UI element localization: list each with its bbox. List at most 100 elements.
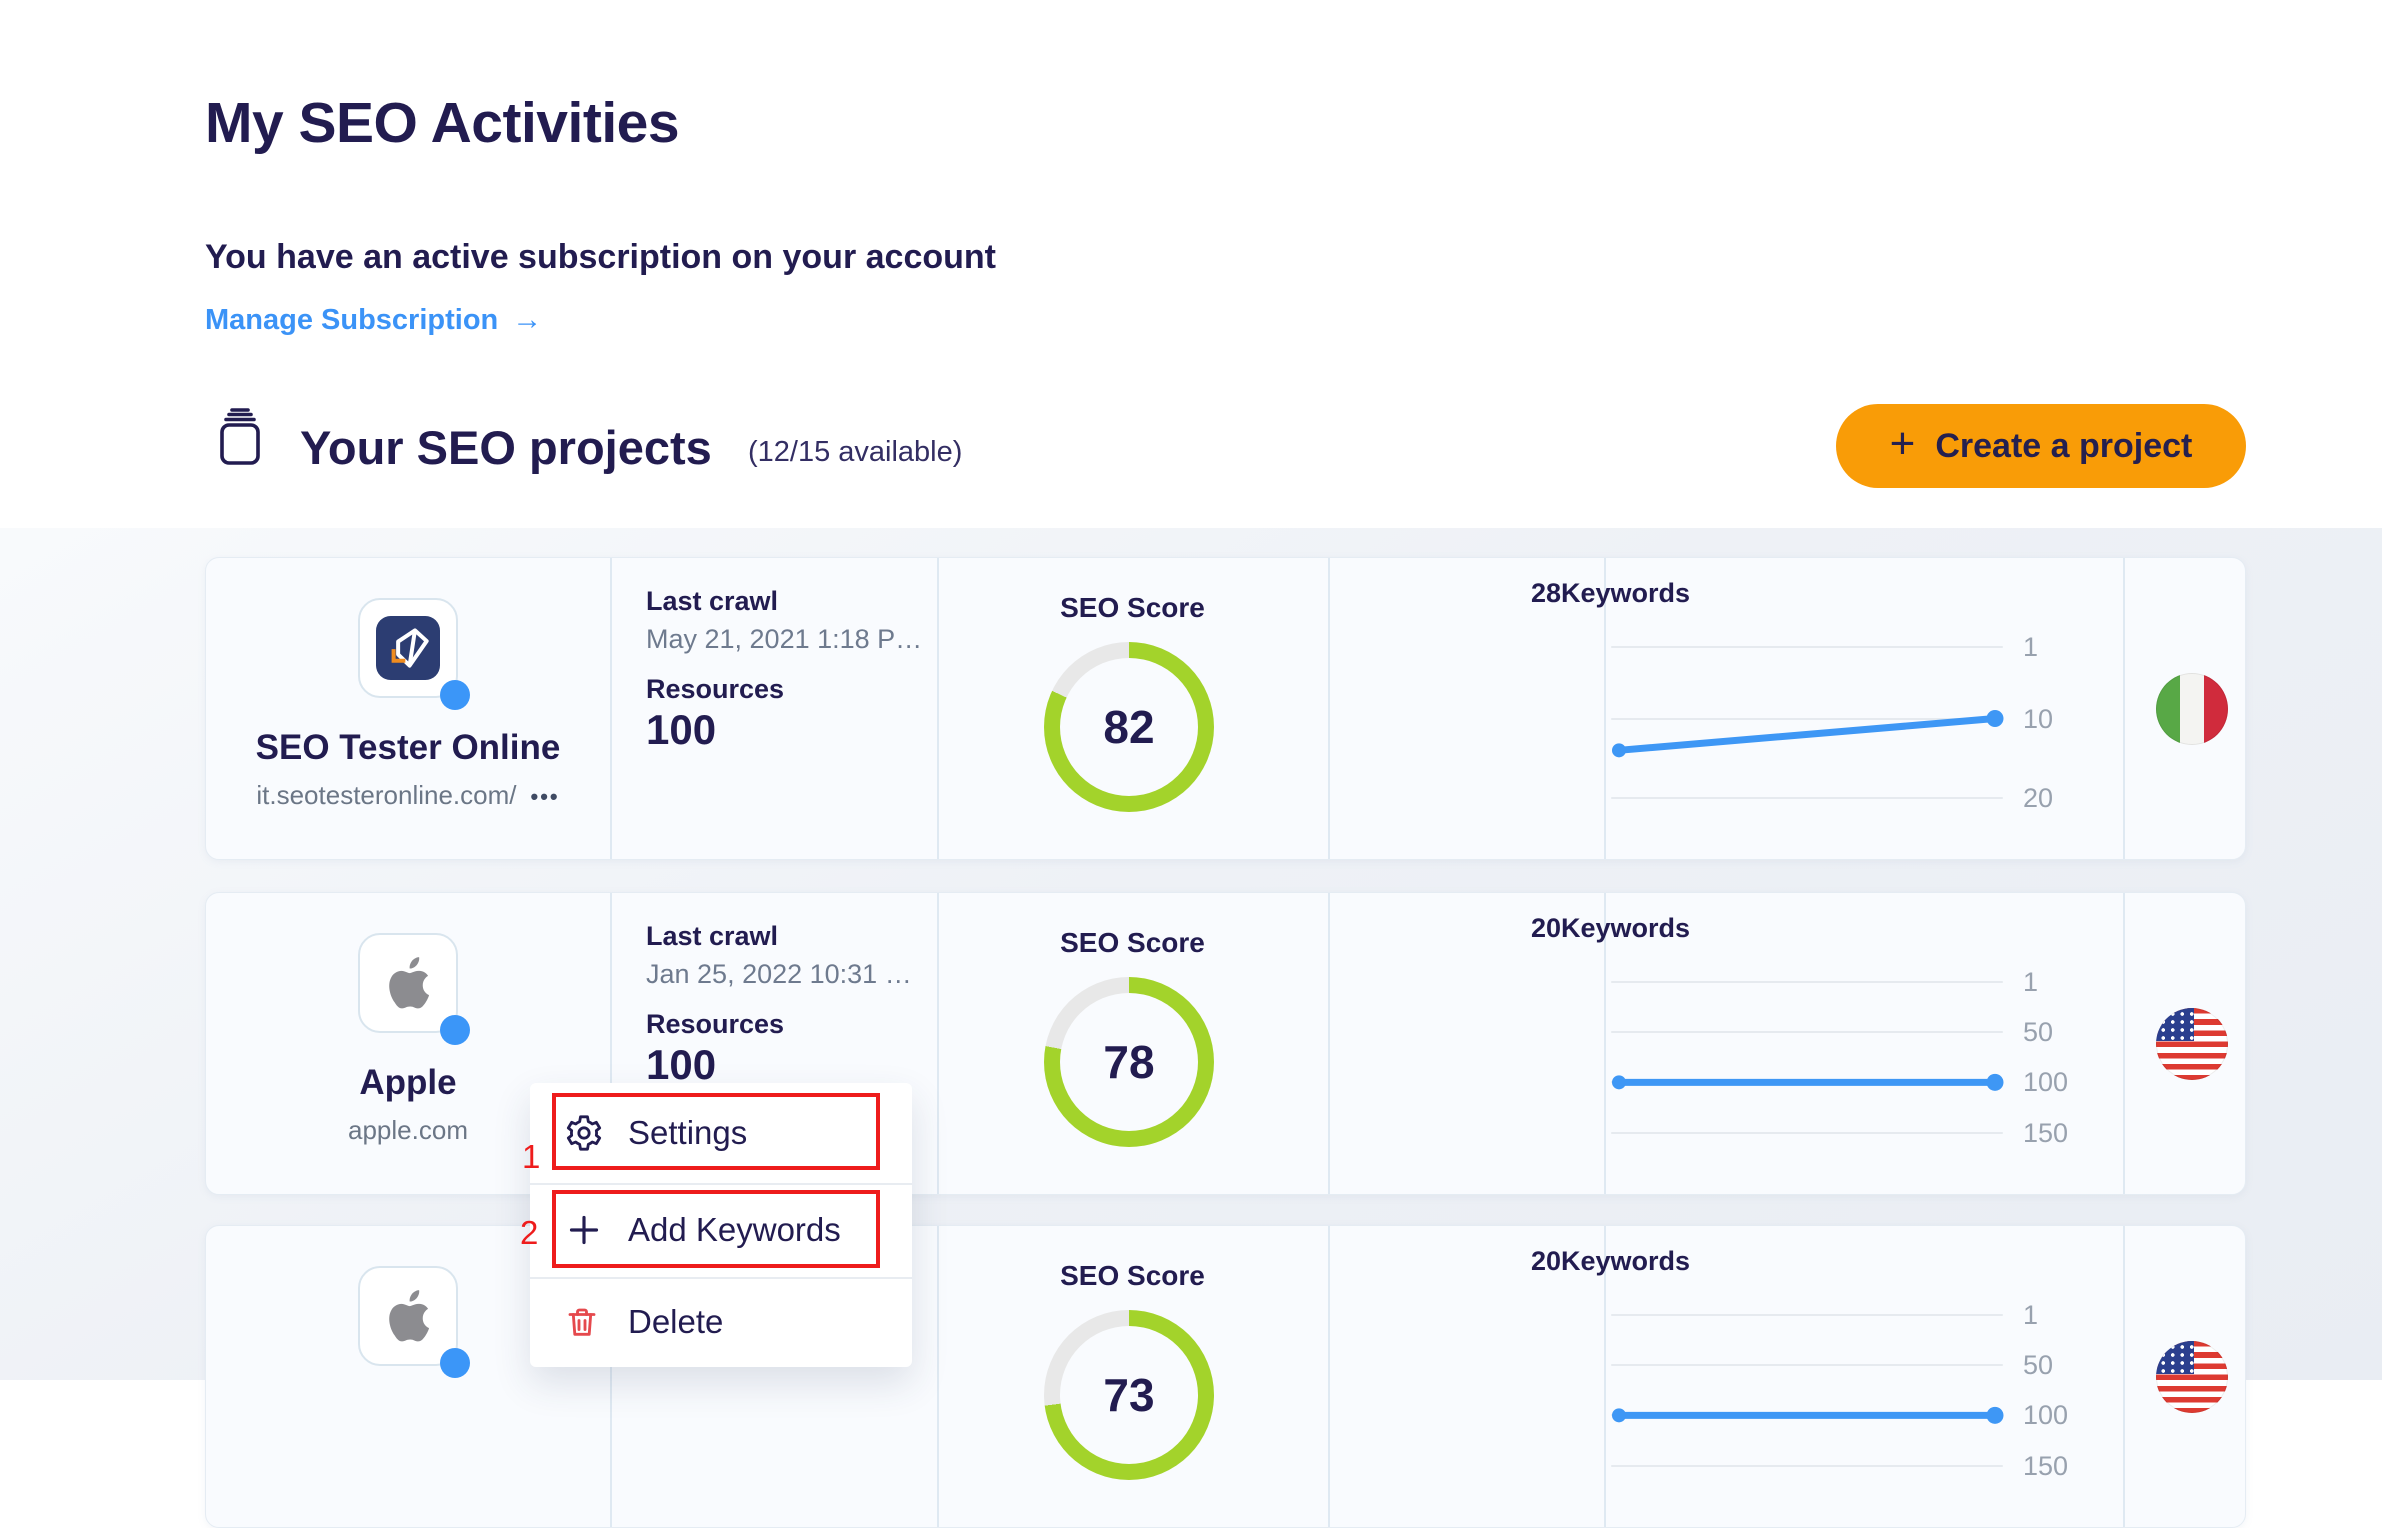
chart-tick-label: 1 — [2023, 1300, 2039, 1330]
flag-usa-icon — [2156, 1008, 2228, 1080]
divider — [1328, 558, 1330, 859]
resources-label: Resources — [646, 1009, 785, 1039]
chart-tick-label: 100 — [2023, 1067, 2069, 1098]
plus-icon: + — [1889, 419, 1916, 468]
apple-logo — [358, 933, 470, 1045]
divider — [530, 1277, 912, 1279]
chart-tick-label: 1 — [2023, 967, 2039, 997]
menu-item-add-keywords[interactable]: Add Keywords — [530, 1183, 912, 1277]
more-dots-button[interactable]: ••• — [530, 784, 560, 809]
annotation-box-add-keywords — [552, 1190, 880, 1268]
manage-subscription-label: Manage Subscription — [205, 303, 499, 336]
flag-usa-icon — [2156, 1341, 2228, 1413]
divider — [2123, 1226, 2125, 1527]
menu-item-settings[interactable]: Settings — [530, 1083, 912, 1183]
keywords-value: 20 — [1530, 913, 1561, 943]
seo-score-label: SEO Score — [1060, 927, 1205, 958]
chart-gridline — [1611, 1030, 2003, 1033]
gear-icon — [564, 1113, 604, 1153]
seo-score-donut: 78 — [1044, 977, 1214, 1147]
chart-tick-label: 150 — [2023, 1451, 2069, 1481]
divider — [530, 1183, 912, 1185]
annotation-box-settings — [552, 1093, 880, 1170]
chart-tick-label: 50 — [2023, 1016, 2054, 1047]
last-crawl-label: Last crawl — [646, 921, 779, 951]
seo-score-value: 82 — [1103, 701, 1155, 753]
resources-value: 100 — [646, 706, 717, 753]
divider — [610, 1226, 612, 1527]
apple-logo — [358, 1266, 470, 1378]
chart-gridline — [1611, 1132, 2003, 1134]
chart-tick-label: 150 — [2023, 1118, 2069, 1148]
project-url-text: it.seotesteronline.com/ — [256, 780, 517, 810]
keywords-label: Keywords — [1561, 578, 1691, 608]
keywords-value: 20 — [1530, 1246, 1561, 1276]
projects-section-title: Your SEO projects — [300, 421, 712, 474]
project-url-text: apple.com — [348, 1115, 468, 1145]
annotation-number-2: 2 — [520, 1214, 539, 1251]
projects-availability: (12/15 available) — [748, 436, 963, 468]
project-url: it.seotesteronline.com/ ••• — [206, 780, 610, 811]
page-title: My SEO Activities — [205, 91, 680, 155]
status-dot — [440, 680, 470, 710]
project-name: Apple — [359, 1063, 457, 1102]
rank-chart: 1 10 20 — [1611, 632, 2111, 813]
divider — [937, 1226, 939, 1527]
last-crawl-value: May 21, 2021 1:18 P… — [646, 624, 923, 654]
seo-score-value: 78 — [1103, 1036, 1155, 1088]
resources-value: 100 — [646, 1041, 717, 1088]
flag-italy-icon — [2156, 673, 2228, 745]
project-card-apple-2[interactable]: Last crawl Resources SEO Score 73 Keywor… — [205, 1225, 2246, 1528]
last-crawl-label: Last crawl — [646, 586, 779, 616]
chart-tick-label: 20 — [2023, 783, 2054, 813]
chart-gridline — [1611, 981, 2003, 983]
plus-icon — [564, 1210, 604, 1250]
seo-tester-logo — [358, 598, 470, 710]
divider — [1604, 1226, 1606, 1527]
divider — [1604, 558, 1606, 859]
rank-chart: 1 50 100 150 — [1611, 967, 2111, 1148]
chart-gridline — [1611, 646, 2003, 648]
create-project-button[interactable]: + Create a project — [1836, 404, 2246, 488]
divider — [937, 893, 939, 1194]
menu-item-delete[interactable]: Delete — [530, 1277, 912, 1367]
create-project-label: Create a project — [1935, 426, 2193, 465]
project-card-seo-tester-online[interactable]: SEO Tester Online it.seotesteronline.com… — [205, 557, 2246, 860]
divider — [2123, 558, 2125, 859]
seo-score-donut: 82 — [1044, 642, 1214, 812]
project-card-apple[interactable]: Apple apple.com Last crawl Jan 25, 2022 … — [205, 892, 2246, 1195]
divider — [937, 558, 939, 859]
seo-score-donut: 73 — [1044, 1310, 1214, 1480]
divider — [2123, 893, 2125, 1194]
project-context-menu: Settings Add Keywords Delete — [530, 1083, 912, 1367]
seo-score-label: SEO Score — [1060, 1260, 1205, 1291]
annotation-number-1: 1 — [522, 1138, 541, 1175]
menu-item-delete-label: Delete — [628, 1303, 724, 1340]
chart-gridline — [1611, 717, 2003, 720]
project-url: apple.com — [206, 1115, 610, 1146]
menu-item-add-keywords-label: Add Keywords — [628, 1211, 841, 1248]
chart-tick-label: 100 — [2023, 1400, 2069, 1431]
last-crawl-value: Jan 25, 2022 10:31 … — [646, 959, 912, 989]
chart-tick-label: 1 — [2023, 632, 2039, 662]
subscription-status-text: You have an active subscription on your … — [205, 238, 996, 276]
chart-tick-label: 10 — [2023, 703, 2054, 734]
menu-item-settings-label: Settings — [628, 1114, 748, 1151]
seo-score-value: 73 — [1103, 1369, 1155, 1421]
keywords-label: Keywords — [1561, 1246, 1691, 1276]
arrow-right-icon: → — [512, 303, 543, 336]
project-name: SEO Tester Online — [255, 728, 561, 767]
status-dot — [440, 1348, 470, 1378]
chart-gridline — [1611, 1314, 2003, 1316]
status-dot — [440, 1015, 470, 1045]
divider — [610, 558, 612, 859]
manage-subscription-link[interactable]: Manage Subscription → — [205, 303, 542, 337]
divider — [610, 893, 612, 1194]
divider — [1328, 1226, 1330, 1527]
divider — [1328, 893, 1330, 1194]
trash-icon — [564, 1304, 600, 1340]
projects-stack-icon — [217, 408, 265, 473]
rank-chart: 1 50 100 150 — [1611, 1300, 2111, 1481]
seo-score-label: SEO Score — [1060, 592, 1205, 623]
divider — [1604, 893, 1606, 1194]
